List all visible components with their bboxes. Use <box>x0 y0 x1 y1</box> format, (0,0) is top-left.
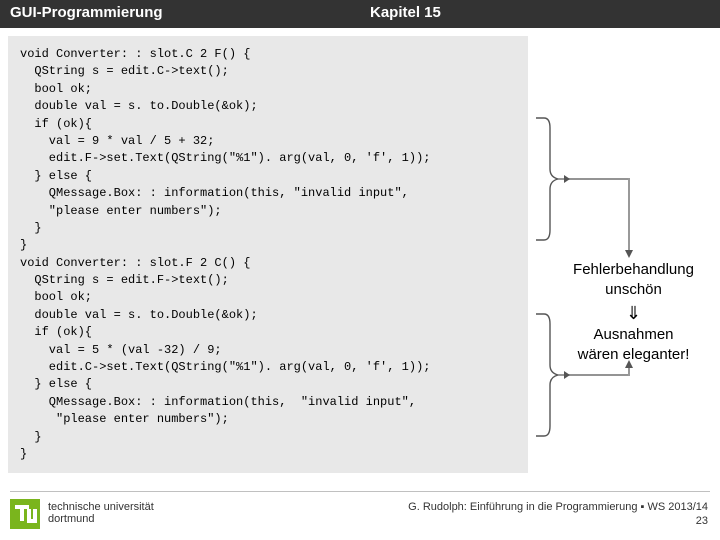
annotation-box: Fehlerbehandlung unschön ⇓ Ausnahmen wär… <box>561 260 706 365</box>
annotation-line3: Ausnahmen <box>561 325 706 345</box>
annotation-line1: Fehlerbehandlung <box>561 260 706 280</box>
connector-lower <box>568 372 630 380</box>
header-title-left: GUI-Programmierung <box>0 0 360 28</box>
credit-line: G. Rudolph: Einführung in die Programmie… <box>408 500 708 514</box>
connector-upper <box>568 176 630 184</box>
footer-credit: G. Rudolph: Einführung in die Programmie… <box>408 500 708 529</box>
logo: technische universität dortmund <box>8 497 154 531</box>
annotation-line4: wären eleganter! <box>561 345 706 365</box>
tu-logo-icon <box>8 497 42 531</box>
bracket-upper <box>534 114 572 244</box>
annotation-arrow: ⇓ <box>561 301 706 325</box>
code-listing: void Converter: : slot.C 2 F() { QString… <box>8 36 528 473</box>
annotation-line2: unschön <box>561 280 706 300</box>
logo-text: technische universität dortmund <box>48 502 154 525</box>
arrow-down <box>622 176 636 260</box>
header-bar: GUI-Programmierung Kapitel 15 <box>0 0 720 28</box>
footer: technische universität dortmund G. Rudol… <box>0 492 720 540</box>
page-number: 23 <box>408 514 708 528</box>
header-title-right: Kapitel 15 <box>360 0 720 28</box>
uni-line2: dortmund <box>48 514 154 526</box>
